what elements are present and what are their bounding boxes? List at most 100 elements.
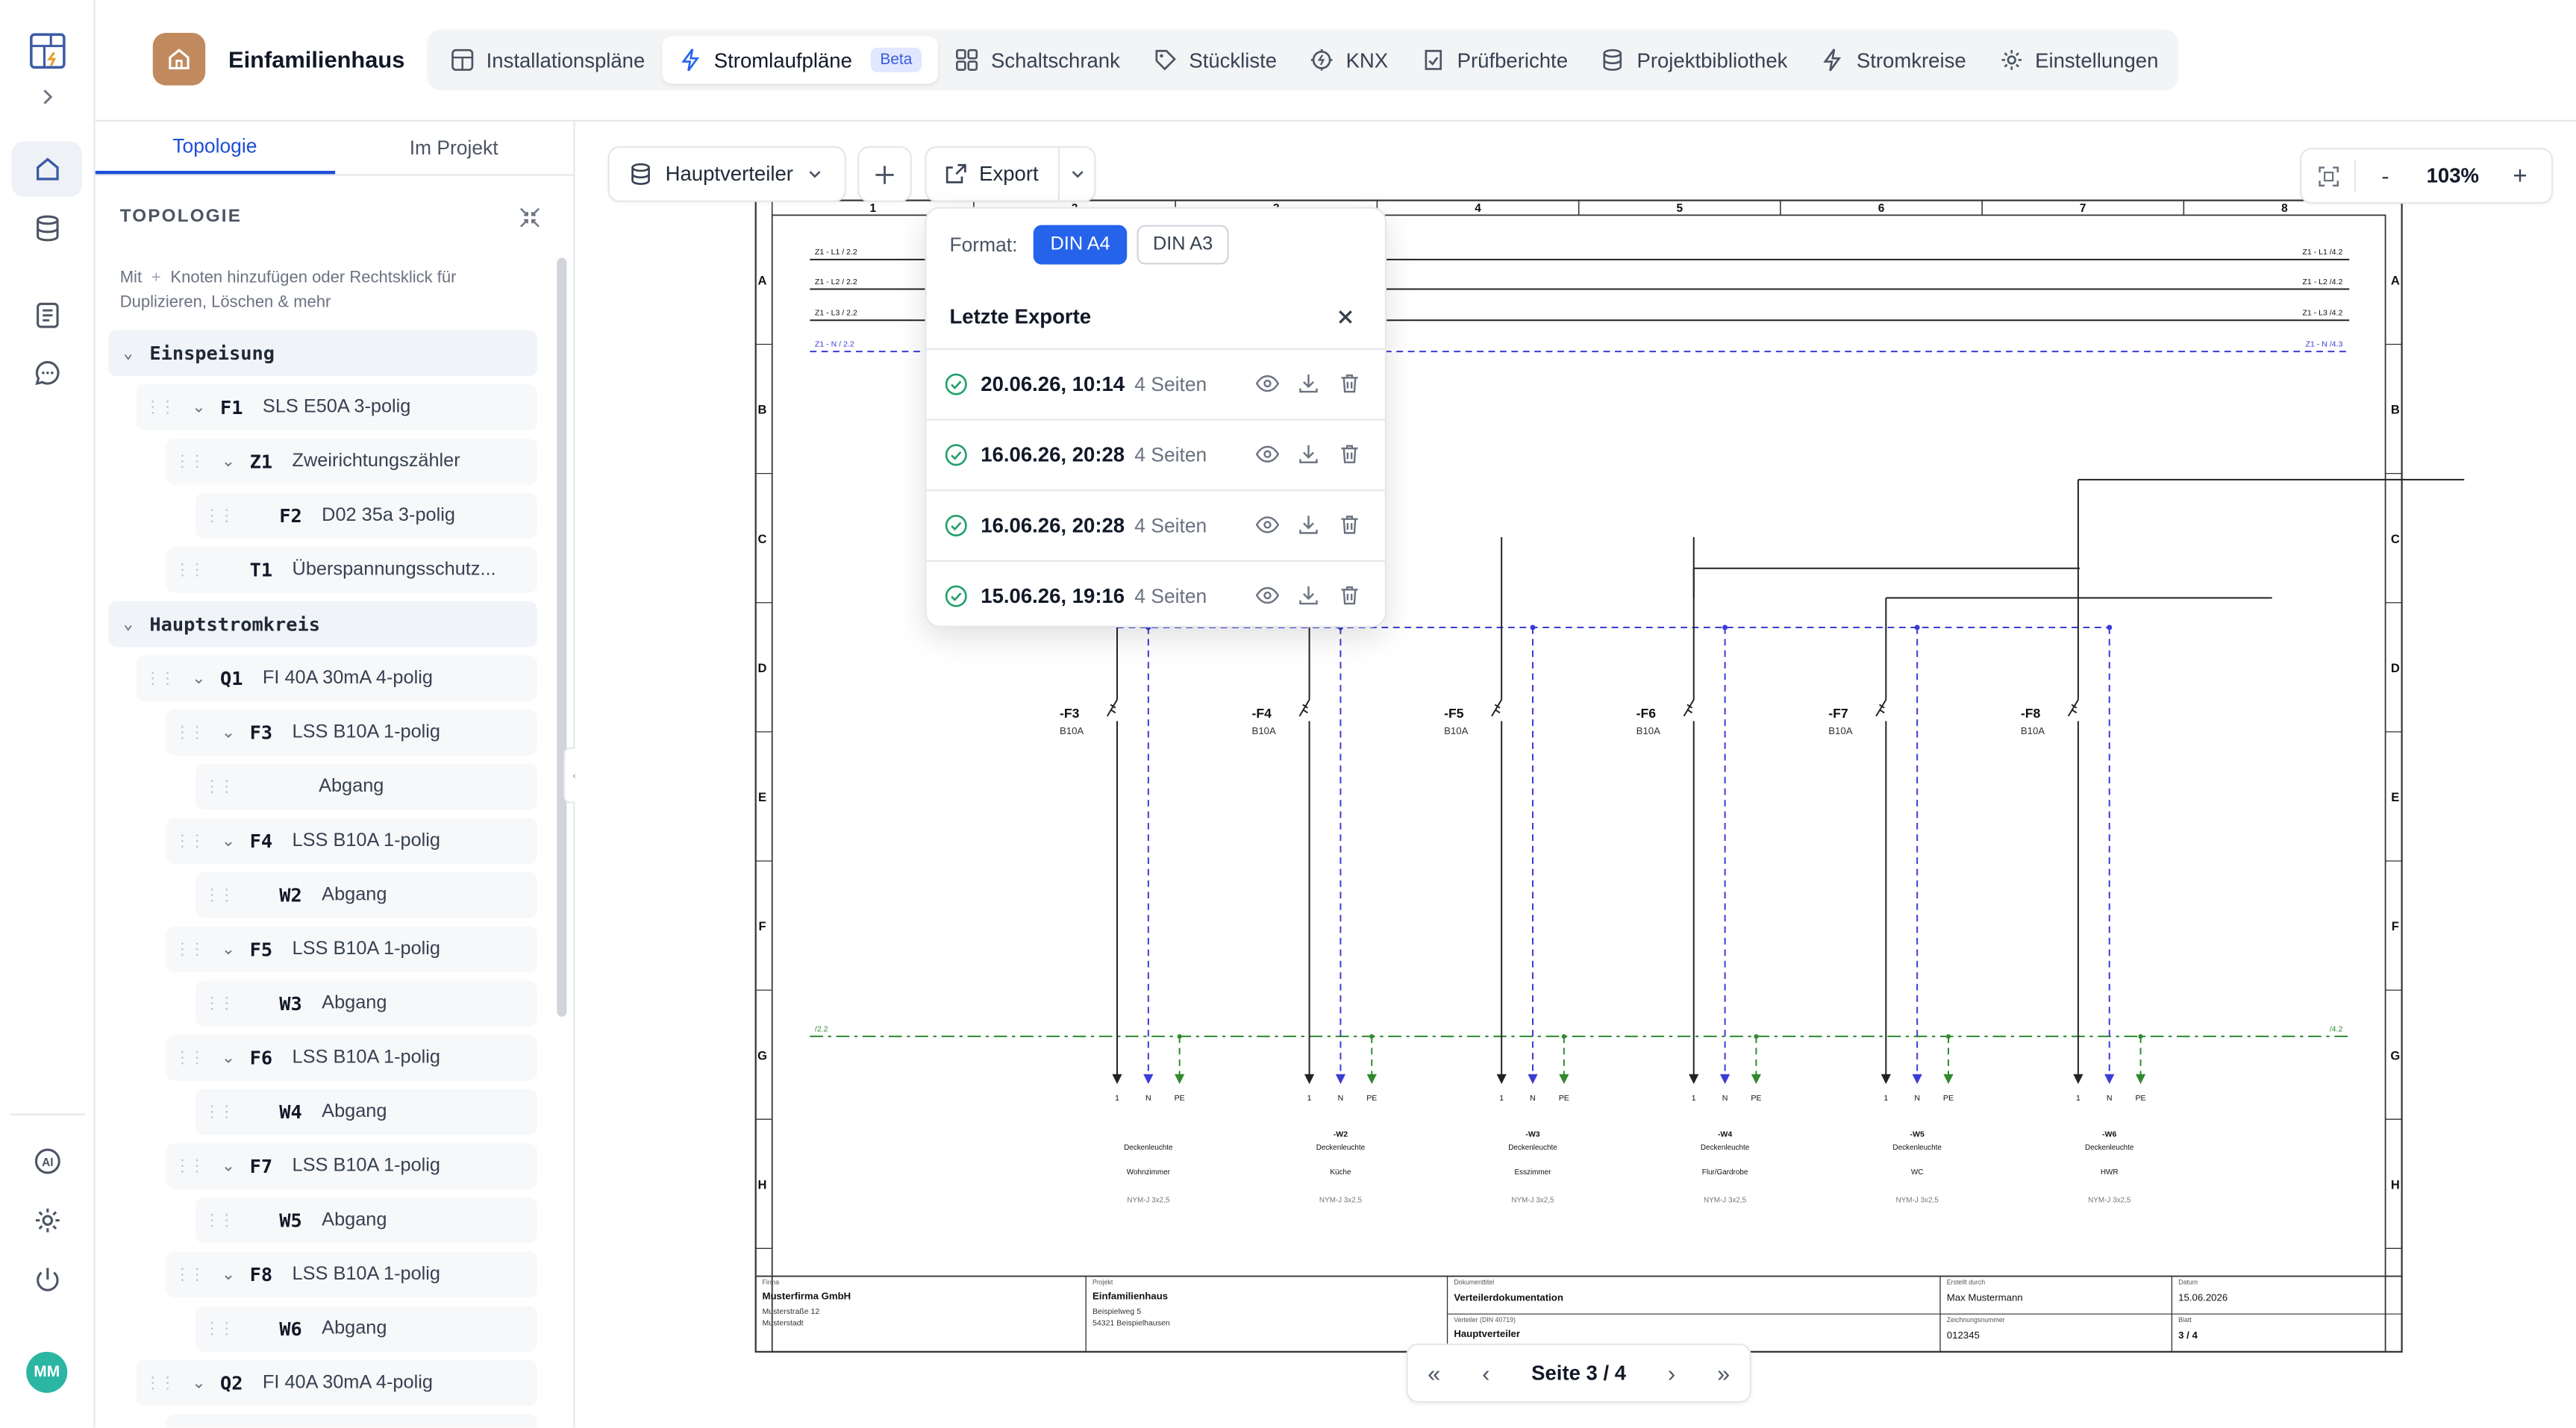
tree-node[interactable]: ⋮⋮ W6 Abgang xyxy=(195,1306,537,1352)
prev-page-icon[interactable]: ‹ xyxy=(1482,1359,1490,1387)
chevron-down-icon[interactable]: ⌄ xyxy=(221,832,236,851)
chevron-down-icon[interactable]: ⌄ xyxy=(123,615,134,633)
tab-im-projekt[interactable]: Im Projekt xyxy=(409,136,498,160)
tab-pruefberichte[interactable]: Prüfberichte xyxy=(1404,36,1584,84)
eye-icon[interactable] xyxy=(1255,513,1280,537)
tree-node[interactable]: ⋮⋮ F2 D02 35a 3-polig xyxy=(195,492,537,539)
chevron-down-icon[interactable]: ⌄ xyxy=(221,1048,236,1067)
tree-node[interactable]: ⋮⋮ W2 Abgang xyxy=(195,871,537,918)
download-icon[interactable] xyxy=(1296,442,1321,466)
trash-icon[interactable] xyxy=(1337,583,1362,608)
tree-node[interactable]: ⋮⋮⌄F9LSS B16A 1-polig xyxy=(166,1414,537,1428)
tab-knx[interactable]: KNX xyxy=(1293,36,1404,84)
tree-node[interactable]: ⋮⋮ ⌄ Z1 Zweirichtungszähler xyxy=(166,438,537,485)
sidebar-scrollbar[interactable] xyxy=(557,257,567,1017)
drag-handle-icon[interactable]: ⋮⋮ xyxy=(203,1103,235,1121)
drag-handle-icon[interactable]: ⋮⋮ xyxy=(174,723,205,742)
chevron-down-icon[interactable]: ⌄ xyxy=(221,940,236,959)
chevron-down-icon[interactable]: ⌄ xyxy=(192,669,206,688)
tab-projektbibliothek[interactable]: Projektbibliothek xyxy=(1584,36,1804,84)
collapse-all-icon[interactable] xyxy=(519,207,541,237)
tree-node[interactable]: ⋮⋮ Abgang xyxy=(195,763,537,810)
drag-handle-icon[interactable]: ⋮⋮ xyxy=(203,886,235,904)
fit-view-icon[interactable] xyxy=(2301,165,2354,187)
ai-assistant-icon[interactable]: AI xyxy=(11,1133,82,1189)
expand-rail-chevron-icon[interactable] xyxy=(11,75,82,118)
tab-schaltschrank[interactable]: Schaltschrank xyxy=(939,36,1137,84)
tree-node[interactable]: ⌄ Hauptstromkreis xyxy=(108,601,537,648)
eye-icon[interactable] xyxy=(1255,583,1280,608)
tree-node[interactable]: ⋮⋮ W3 Abgang xyxy=(195,980,537,1027)
download-icon[interactable] xyxy=(1296,372,1321,396)
tree-node[interactable]: ⋮⋮ ⌄ F5 LSS B10A 1-polig xyxy=(166,926,537,973)
format-din-a4[interactable]: DIN A4 xyxy=(1034,225,1127,265)
drag-handle-icon[interactable]: ⋮⋮ xyxy=(174,1265,205,1284)
home-nav-icon[interactable] xyxy=(11,141,83,198)
chevron-down-icon[interactable]: ⌄ xyxy=(221,1156,236,1176)
next-page-icon[interactable]: › xyxy=(1667,1359,1676,1387)
database-nav-icon[interactable] xyxy=(11,201,82,257)
drag-handle-icon[interactable]: ⋮⋮ xyxy=(174,1048,205,1067)
export-button[interactable]: Export xyxy=(925,145,1096,202)
tab-einstellungen[interactable]: Einstellungen xyxy=(1983,36,2175,84)
drag-handle-icon[interactable]: ⋮⋮ xyxy=(144,398,176,417)
tree-node[interactable]: ⋮⋮ ⌄ F6 LSS B10A 1-polig xyxy=(166,1034,537,1081)
download-icon[interactable] xyxy=(1296,583,1321,608)
eye-icon[interactable] xyxy=(1255,442,1280,466)
zoom-out-button[interactable]: - xyxy=(2381,162,2389,190)
zoom-in-button[interactable]: + xyxy=(2513,161,2527,190)
chevron-down-icon[interactable]: ⌄ xyxy=(221,1265,236,1284)
trash-icon[interactable] xyxy=(1337,372,1362,396)
tree-node[interactable]: ⋮⋮ ⌄ F4 LSS B10A 1-polig xyxy=(166,818,537,864)
drag-handle-icon[interactable]: ⋮⋮ xyxy=(203,1211,235,1230)
tree-node[interactable]: ⋮⋮ ⌄ Q2 FI 40A 30mA 4-polig xyxy=(136,1359,537,1406)
settings-gear-icon[interactable] xyxy=(11,1192,82,1248)
document-nav-icon[interactable] xyxy=(11,287,82,343)
drag-handle-icon[interactable]: ⋮⋮ xyxy=(174,940,205,959)
user-avatar[interactable]: MM xyxy=(26,1351,68,1393)
drag-handle-icon[interactable]: ⋮⋮ xyxy=(203,507,235,525)
chevron-down-icon[interactable]: ⌄ xyxy=(192,398,206,417)
first-page-icon[interactable]: « xyxy=(1428,1359,1441,1387)
chevron-down-icon[interactable] xyxy=(1069,166,1086,182)
drag-handle-icon[interactable]: ⋮⋮ xyxy=(144,1374,176,1392)
tab-topologie[interactable]: Topologie xyxy=(95,122,335,175)
download-icon[interactable] xyxy=(1296,513,1321,537)
tree-node[interactable]: ⋮⋮ ⌄ F1 SLS E50A 3-polig xyxy=(136,384,537,430)
app-logo-icon[interactable] xyxy=(11,23,82,79)
trash-icon[interactable] xyxy=(1337,513,1362,537)
trash-icon[interactable] xyxy=(1337,442,1362,466)
tree-node[interactable]: ⋮⋮ ⌄ F8 LSS B10A 1-polig xyxy=(166,1251,537,1298)
tab-stromkreise[interactable]: Stromkreise xyxy=(1804,36,1982,84)
format-din-a3[interactable]: DIN A3 xyxy=(1136,225,1230,265)
drag-handle-icon[interactable]: ⋮⋮ xyxy=(174,452,205,471)
chevron-down-icon[interactable]: ⌄ xyxy=(192,1374,206,1392)
drag-handle-icon[interactable]: ⋮⋮ xyxy=(203,995,235,1013)
chevron-down-icon[interactable]: ⌄ xyxy=(221,723,236,742)
chat-nav-icon[interactable] xyxy=(11,345,82,401)
last-page-icon[interactable]: » xyxy=(1717,1359,1731,1387)
tab-installationsplaene[interactable]: Installationspläne xyxy=(434,36,661,84)
chevron-down-icon[interactable]: ⌄ xyxy=(123,344,134,363)
tree-node[interactable]: ⋮⋮ W4 Abgang xyxy=(195,1089,537,1136)
drag-handle-icon[interactable]: ⋮⋮ xyxy=(203,777,235,796)
chevron-down-icon[interactable]: ⌄ xyxy=(221,452,236,471)
logout-power-icon[interactable] xyxy=(11,1252,82,1308)
drag-handle-icon[interactable]: ⋮⋮ xyxy=(203,1319,235,1338)
tree-node[interactable]: ⌄ Einspeisung xyxy=(108,330,537,377)
add-button[interactable] xyxy=(857,145,912,202)
distributor-select[interactable]: Hauptverteiler xyxy=(607,145,846,202)
tree-node[interactable]: ⋮⋮ ⌄ Q1 FI 40A 30mA 4-polig xyxy=(136,655,537,702)
eye-icon[interactable] xyxy=(1255,372,1280,396)
close-icon[interactable] xyxy=(1337,304,1354,333)
drag-handle-icon[interactable]: ⋮⋮ xyxy=(174,1156,205,1176)
tree-node[interactable]: ⋮⋮ W5 Abgang xyxy=(195,1197,537,1244)
tab-stueckliste[interactable]: Stückliste xyxy=(1137,36,1293,84)
tree-node[interactable]: ⋮⋮ T1 Überspannungsschutz... xyxy=(166,547,537,593)
tree-node[interactable]: ⋮⋮ ⌄ F3 LSS B10A 1-polig xyxy=(166,710,537,756)
drag-handle-icon[interactable]: ⋮⋮ xyxy=(174,832,205,851)
drag-handle-icon[interactable]: ⋮⋮ xyxy=(174,560,205,580)
project-brand[interactable]: Einfamilienhaus xyxy=(152,33,404,86)
tree-node[interactable]: ⋮⋮ ⌄ F7 LSS B10A 1-polig xyxy=(166,1143,537,1189)
drag-handle-icon[interactable]: ⋮⋮ xyxy=(144,669,176,688)
